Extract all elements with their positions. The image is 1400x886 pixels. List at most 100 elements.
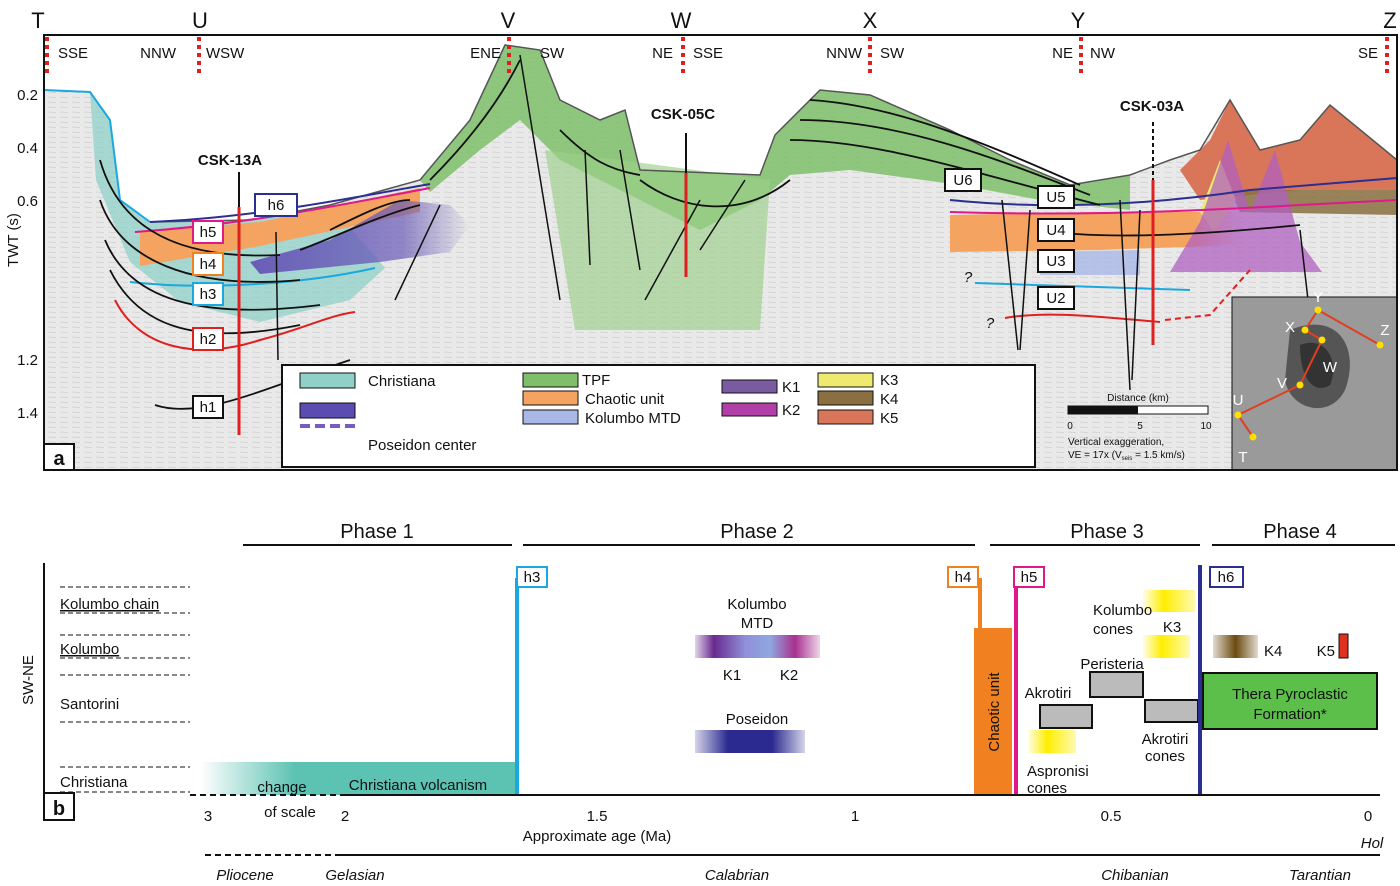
- event-label: K4: [1264, 643, 1282, 660]
- y-tick-label: 0.6: [17, 193, 38, 210]
- direction: NE: [1052, 45, 1073, 62]
- horizon-red-dashed: [1164, 269, 1251, 321]
- scale-tick-label: 0: [1067, 421, 1073, 432]
- box-h3: [192, 282, 224, 306]
- direction: NNW: [140, 45, 177, 62]
- reflector: [99, 199, 301, 283]
- box-h6: [1209, 566, 1244, 588]
- note: change: [257, 779, 306, 796]
- legend-label: Poseidon center: [368, 437, 476, 454]
- horizon-h3-right: [974, 282, 1191, 291]
- legend-label: K2: [782, 402, 800, 419]
- unit-label: U6: [953, 172, 972, 189]
- profile-point: W: [671, 8, 692, 33]
- unit-label: U3: [1046, 253, 1065, 270]
- fault: [699, 179, 746, 251]
- row-label: Kolumbo: [60, 641, 119, 658]
- legend-label: K1: [782, 379, 800, 396]
- phase-label: Phase 3: [1070, 521, 1143, 543]
- row-label: Santorini: [60, 696, 119, 713]
- reflector: [809, 99, 1081, 186]
- direction: SW: [880, 45, 905, 62]
- event-label: Formation*: [1253, 706, 1327, 723]
- legend-label: Kolumbo MTD: [585, 410, 681, 427]
- thera-pyroclastic-formation: [1202, 672, 1378, 730]
- fault: [1299, 229, 1309, 301]
- unit-label: U5: [1046, 189, 1065, 206]
- box-h5: [1013, 566, 1045, 588]
- x-tick-label: 1: [851, 808, 859, 825]
- legend-label: K5: [880, 410, 898, 427]
- event-label: K1: [723, 667, 741, 684]
- event-label: Akrotiri: [1025, 685, 1072, 702]
- k2-unit: [1170, 140, 1322, 272]
- inset-point: [1234, 411, 1242, 419]
- y-axis-label: SW-NE: [20, 655, 37, 705]
- swatch: [817, 409, 874, 425]
- seafloor: [149, 44, 1398, 223]
- profile-point: T: [31, 8, 44, 33]
- legend-label: K4: [880, 391, 898, 408]
- horizon-label: h3: [200, 286, 217, 303]
- epoch-label: Tarantian: [1289, 867, 1351, 884]
- christiana-volcanism: [200, 762, 517, 795]
- y-tick-label: 1.2: [17, 352, 38, 369]
- epoch-label: Gelasian: [325, 867, 384, 884]
- event-label: cones: [1027, 780, 1067, 797]
- fault: [644, 199, 701, 301]
- reflector: [559, 129, 641, 176]
- inset-label: Y: [1313, 289, 1323, 306]
- scale-bar-fill: [1068, 406, 1138, 414]
- panel-a-frame: [43, 34, 1398, 471]
- row-label: Christiana: [60, 774, 128, 791]
- poseidon-unit: [250, 200, 470, 274]
- box-u6: [944, 168, 982, 192]
- event-label: Peristeria: [1080, 656, 1144, 673]
- event-label: Poseidon: [726, 711, 789, 728]
- panel-label-box: [43, 443, 75, 471]
- horizon-label: h6: [1218, 569, 1235, 586]
- well-label: CSK-13A: [198, 152, 262, 169]
- y-axis-label: TWT (s): [5, 213, 22, 267]
- horizon-h5-right: [949, 199, 1398, 215]
- direction: NNW: [826, 45, 863, 62]
- question-mark: ?: [964, 269, 973, 286]
- swatch: [522, 390, 579, 406]
- horizon-h2-right: [1004, 313, 1161, 323]
- fault: [394, 204, 441, 301]
- inset-point: [1314, 306, 1322, 314]
- fault: [584, 149, 591, 266]
- direction: WSW: [206, 45, 245, 62]
- swatch: [299, 372, 356, 389]
- direction: SSE: [58, 45, 88, 62]
- row-label: Kolumbo chain: [60, 596, 159, 613]
- swatch: [817, 372, 874, 388]
- event-label: Chaotic unit: [986, 672, 1003, 752]
- question-mark: ?: [986, 315, 995, 332]
- legend-label: K3: [880, 372, 898, 389]
- horizon-label: h3: [524, 569, 541, 586]
- inset-label: Z: [1380, 322, 1389, 339]
- scale-tick-label: 10: [1200, 421, 1212, 432]
- inset-label: V: [1277, 375, 1287, 392]
- horizon-label: h4: [200, 256, 217, 273]
- reflector: [639, 179, 791, 208]
- epoch-label: Pliocene: [216, 867, 274, 884]
- event-label: Akrotiri: [1142, 731, 1189, 748]
- k5: [1338, 633, 1349, 659]
- panel-label: b: [53, 798, 65, 820]
- profile-bends: [45, 37, 1389, 76]
- unit-label: U2: [1046, 290, 1065, 307]
- fault: [1001, 199, 1019, 351]
- akrotiri-cones: [1144, 699, 1199, 723]
- event-label: Kolumbo: [727, 596, 786, 613]
- horizon-h6-right: [949, 177, 1398, 207]
- scale-note-sub: seis: [1122, 456, 1133, 462]
- fault: [1119, 199, 1131, 391]
- direction: SSE: [693, 45, 723, 62]
- horizon-label: h2: [200, 331, 217, 348]
- event-label: cones: [1145, 748, 1185, 765]
- panel-b: [43, 544, 1395, 856]
- box-u3: [1037, 249, 1075, 273]
